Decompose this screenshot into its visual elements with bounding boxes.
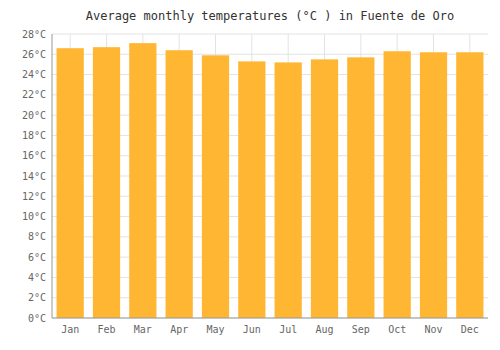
x-tick-label: Jun: [243, 324, 261, 335]
title: Average monthly temperatures (°C ) in Fu…: [86, 9, 454, 23]
bar: [275, 62, 302, 318]
y-grid-line: [52, 318, 488, 319]
x-tick-label: May: [206, 324, 224, 335]
x-tick-label: Nov: [424, 324, 442, 335]
x-tick-label: Feb: [97, 324, 115, 335]
bar: [456, 52, 483, 318]
y-tick-label: 10°C: [22, 211, 46, 222]
bars: [57, 43, 484, 318]
y-tick-label: 22°C: [22, 89, 46, 100]
y-tick-label: 24°C: [22, 69, 46, 80]
x-tick-label: Jan: [61, 324, 79, 335]
x-tick-label: Mar: [134, 324, 152, 335]
y-tick-label: 4°C: [28, 272, 46, 283]
y-tick-label: 26°C: [22, 49, 46, 60]
bar: [129, 43, 156, 318]
chart: Average monthly temperatures (°C ) in Fu…: [0, 0, 500, 350]
y-tick-label: 28°C: [22, 29, 46, 40]
bar: [384, 51, 411, 318]
bar: [93, 47, 120, 318]
bar: [202, 55, 229, 318]
y-tick-label: 18°C: [22, 130, 46, 141]
y-tick-label: 20°C: [22, 110, 46, 121]
bar: [238, 61, 265, 318]
x-tick-label: Dec: [461, 324, 479, 335]
y-tick-label: 2°C: [28, 292, 46, 303]
y-tick-label: 16°C: [22, 150, 46, 161]
y-grid-line: [52, 34, 488, 35]
x-axis-line: [52, 318, 488, 319]
bar: [311, 59, 338, 318]
bar: [420, 52, 447, 318]
grid: [52, 34, 488, 318]
y-tick-label: 14°C: [22, 171, 46, 182]
x-tick-label: Sep: [352, 324, 370, 335]
x-tick-label: Aug: [315, 324, 333, 335]
y-tick-label: 6°C: [28, 252, 46, 263]
x-tick-label: Oct: [388, 324, 406, 335]
y-axis-line: [52, 34, 53, 318]
y-tick-label: 8°C: [28, 231, 46, 242]
x-tick-label: Apr: [170, 324, 188, 335]
y-tick-label: 0°C: [28, 313, 46, 324]
bar: [57, 48, 84, 318]
bar: [347, 57, 374, 318]
bar: [166, 50, 193, 318]
x-tick-label: Jul: [279, 324, 297, 335]
y-tick-label: 12°C: [22, 191, 46, 202]
